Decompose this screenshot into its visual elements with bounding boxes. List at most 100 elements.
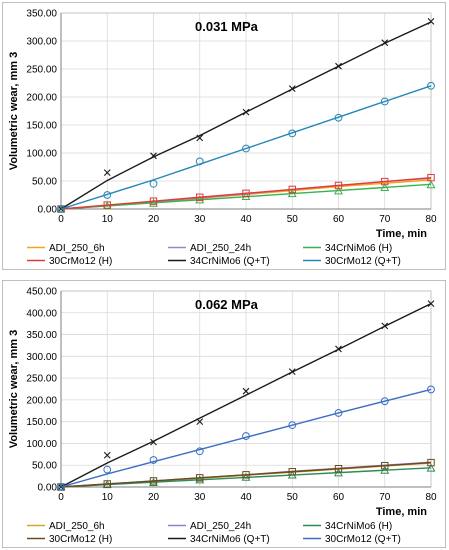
data-point <box>288 129 297 138</box>
legend-label: ADI_250_24h <box>190 243 251 254</box>
x-tick-label: 10 <box>102 492 114 503</box>
legend-item: 30CrMo12 (H) <box>27 256 112 267</box>
data-point <box>334 465 343 473</box>
y-tick-label: 50.00 <box>32 461 57 472</box>
chart-title: 0.062 MPa <box>195 297 259 312</box>
data-point <box>427 300 435 308</box>
data-point <box>334 186 343 195</box>
legend-label: ADI_250_6h <box>49 243 105 254</box>
data-point <box>149 456 158 464</box>
x-tick-label: 0 <box>58 492 64 503</box>
data-point <box>380 465 390 474</box>
chart-bottom: 0.00 50.00 100.00 150.00 200.00 250.00 300.00 3… <box>8 287 437 546</box>
x-tick-label: 20 <box>148 214 160 225</box>
data-point <box>196 193 204 201</box>
data-point <box>427 385 435 394</box>
data-point <box>381 177 389 186</box>
legend-label: 34CrNiMo6 (Q+T) <box>190 256 270 267</box>
data-point <box>241 472 251 481</box>
data-point <box>242 144 250 153</box>
data-point <box>103 480 111 488</box>
x-tick-label: 60 <box>333 492 345 503</box>
x-tick-label: 30 <box>194 214 206 225</box>
y-tick-label: 0.00 <box>38 483 58 494</box>
legend-label: ADI_250_6h <box>49 521 105 532</box>
series-line <box>60 85 432 210</box>
y-tick-label: 300.00 <box>26 37 57 48</box>
chart-top: 0.00 50.00 100.00 150.00 200.00 250.00 300.00 3… <box>8 9 437 268</box>
legend-item: 34CrNiMo6 (H) <box>303 243 392 254</box>
legend-item: 34CrNiMo6 (H) <box>303 521 392 532</box>
data-point <box>381 461 389 470</box>
data-point <box>103 191 112 199</box>
series-line <box>60 467 432 488</box>
legend-item: 30CrMo12 (H) <box>27 534 112 545</box>
series-line <box>60 303 432 488</box>
legend-label: 30CrMo12 (H) <box>49 256 112 267</box>
data-point <box>427 458 435 467</box>
legend-item: ADI_250_6h <box>27 243 105 254</box>
data-point <box>196 474 204 482</box>
x-tick-label: 20 <box>148 492 160 503</box>
y-tick-label: 350.00 <box>26 330 57 341</box>
data-point <box>196 418 204 426</box>
series-34crnimo6-q-t- <box>57 300 435 491</box>
y-tick-label: 400.00 <box>26 308 57 319</box>
legend-label: 34CrNiMo6 (H) <box>325 521 392 532</box>
data-point <box>335 62 342 70</box>
data-point <box>103 201 111 209</box>
data-point <box>287 189 297 198</box>
data-point <box>242 108 250 116</box>
series-line <box>60 176 432 210</box>
data-point <box>149 477 158 486</box>
y-tick-label: 200.00 <box>26 93 57 104</box>
y-tick-label: 200.00 <box>26 395 57 406</box>
data-point <box>427 81 435 90</box>
legend-label: 30CrMo12 (H) <box>49 534 112 545</box>
data-point <box>195 195 205 204</box>
data-point <box>149 179 158 188</box>
data-point <box>288 468 296 476</box>
legend: ADI_250_6h ADI_250_24h 34CrNiMo6 (H) 30CrMo… <box>27 243 401 267</box>
x-tick-label: 50 <box>287 214 299 225</box>
data-point <box>195 157 204 166</box>
y-tick-label: 50.00 <box>32 177 57 188</box>
data-point <box>380 397 389 406</box>
data-point <box>242 189 250 198</box>
data-point <box>242 432 250 440</box>
series-line <box>60 461 432 488</box>
data-point <box>288 421 297 430</box>
x-tick-label: 30 <box>194 492 206 503</box>
data-point <box>335 345 342 353</box>
data-point <box>334 113 343 122</box>
x-tick-label: 0 <box>58 214 64 225</box>
x-tick-label: 10 <box>102 214 114 225</box>
y-tick-label: 100.00 <box>26 149 57 160</box>
y-tick-label: 150.00 <box>26 121 57 132</box>
x-tick-label: 50 <box>287 492 299 503</box>
chart-panel-top: 0.00 50.00 100.00 150.00 200.00 250.00 300.00 3… <box>2 2 446 270</box>
data-point <box>103 451 111 459</box>
legend-item: ADI_250_24h <box>168 521 251 532</box>
x-tick-label: 80 <box>425 214 437 225</box>
x-tick-label: 60 <box>333 214 345 225</box>
data-point <box>426 180 436 189</box>
data-point <box>57 205 65 213</box>
data-point <box>334 409 343 417</box>
data-point <box>380 97 389 106</box>
x-axis-label: Time, min <box>376 506 427 518</box>
y-tick-label: 350.00 <box>26 9 57 20</box>
data-point <box>196 134 204 142</box>
data-point <box>381 322 389 330</box>
legend-item: 34CrNiMo6 (Q+T) <box>168 534 270 545</box>
data-point <box>381 39 389 47</box>
legend-item: ADI_250_24h <box>168 243 251 254</box>
data-point <box>427 18 435 25</box>
data-point <box>334 468 343 477</box>
data-point <box>427 173 435 182</box>
y-tick-label: 250.00 <box>26 65 57 76</box>
x-tick-label: 70 <box>379 492 391 503</box>
legend-label: 34CrNiMo6 (Q+T) <box>190 534 270 545</box>
legend-item: 30CrMo12 (Q+T) <box>303 534 401 545</box>
y-tick-label: 100.00 <box>26 439 57 450</box>
